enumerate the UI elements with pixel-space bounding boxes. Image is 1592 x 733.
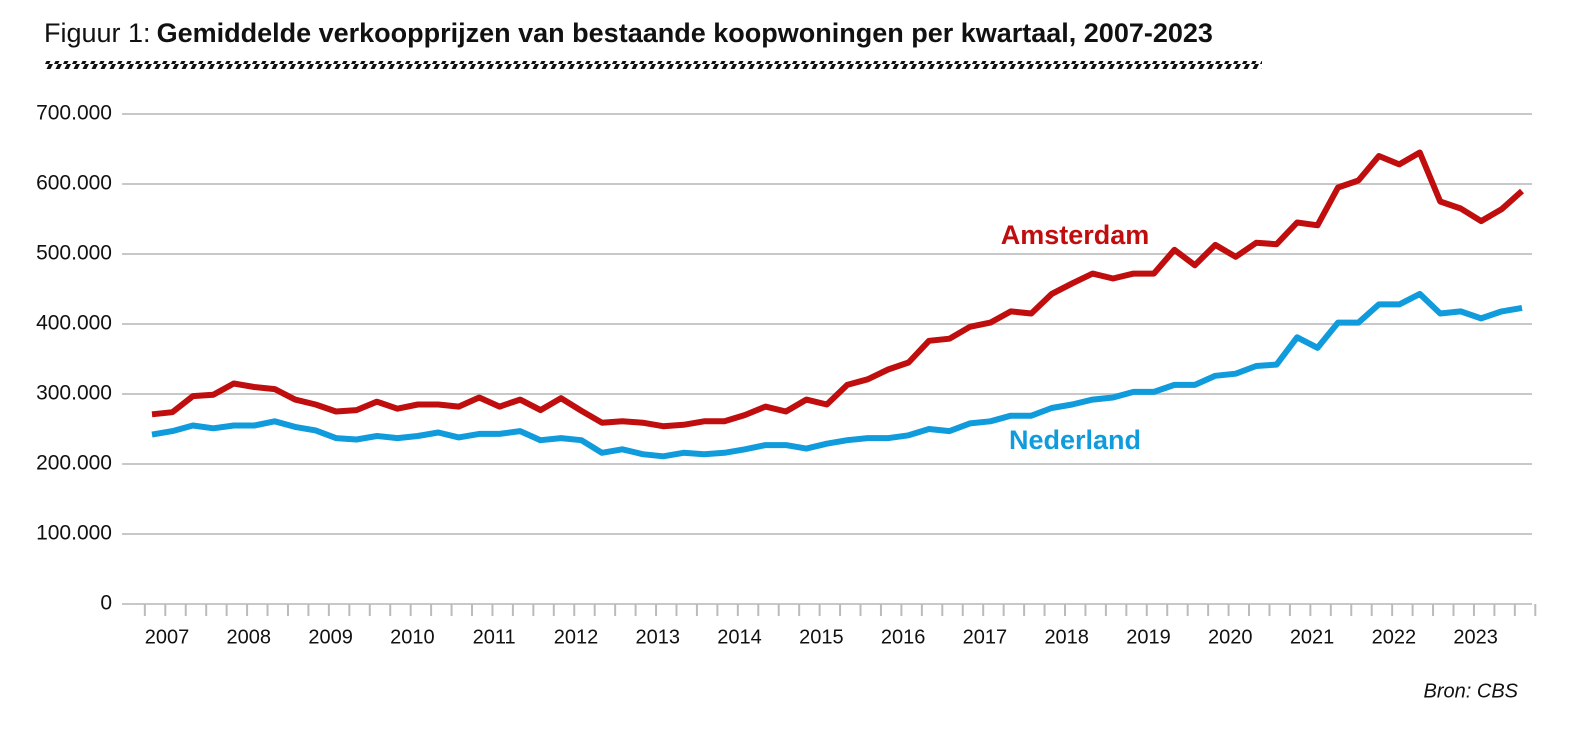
x-tick-label: 2022 (1372, 626, 1417, 648)
y-tick-label: 300.000 (36, 382, 112, 405)
title-underline (44, 61, 1262, 69)
title-main: Gemiddelde verkoopprijzen van bestaande … (157, 18, 1213, 48)
x-tick-label: 2009 (308, 626, 353, 648)
y-tick-label: 600.000 (36, 172, 112, 195)
x-tick-label: 2021 (1290, 626, 1335, 648)
series-label: Amsterdam (1001, 220, 1150, 250)
x-tick-label: 2013 (635, 626, 680, 648)
x-tick-label: 2014 (717, 626, 762, 648)
x-tick-label: 2019 (1126, 626, 1171, 648)
y-tick-label: 100.000 (36, 522, 112, 545)
x-tick-label: 2008 (227, 626, 272, 648)
title-prefix: Figuur 1: (44, 18, 151, 48)
series-line (151, 149, 1524, 430)
x-tick-label: 2010 (390, 626, 435, 648)
x-tick-label: 2012 (554, 626, 599, 648)
x-tick-label: 2011 (473, 626, 516, 648)
series-line (151, 290, 1523, 460)
x-tick-label: 2023 (1453, 626, 1498, 648)
x-tick-label: 2016 (881, 626, 926, 648)
x-tick-label: 2020 (1208, 626, 1253, 648)
y-tick-label: 0 (100, 592, 112, 615)
series-label: Nederland (1009, 425, 1141, 455)
y-tick-label: 500.000 (36, 242, 112, 265)
y-tick-label: 400.000 (36, 312, 112, 335)
y-tick-label: 700.000 (36, 102, 112, 125)
x-tick-label: 2018 (1044, 626, 1089, 648)
x-tick-label: 2007 (145, 626, 190, 648)
y-tick-label: 200.000 (36, 452, 112, 475)
chart-title: Figuur 1: Gemiddelde verkoopprijzen van b… (44, 18, 1213, 48)
x-tick-label: 2015 (799, 626, 844, 648)
source: Bron: CBS (1424, 680, 1519, 702)
x-tick-label: 2017 (963, 626, 1008, 648)
